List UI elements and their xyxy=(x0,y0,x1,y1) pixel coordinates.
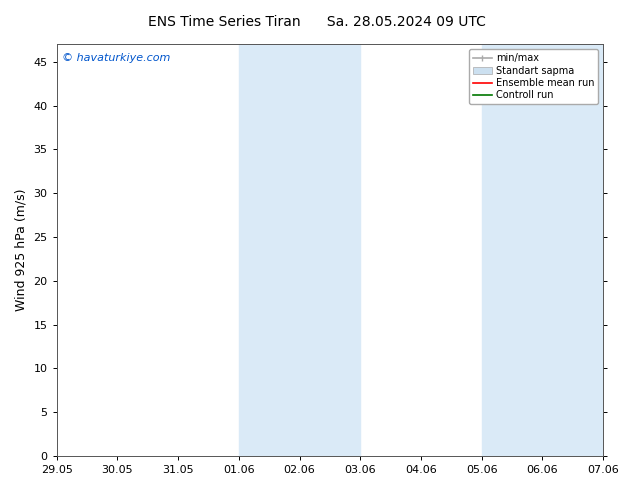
Text: © havaturkiye.com: © havaturkiye.com xyxy=(62,52,171,63)
Legend: min/max, Standart sapma, Ensemble mean run, Controll run: min/max, Standart sapma, Ensemble mean r… xyxy=(469,49,598,104)
Bar xyxy=(239,45,360,456)
Y-axis label: Wind 925 hPa (m/s): Wind 925 hPa (m/s) xyxy=(15,189,28,312)
Text: ENS Time Series Tiran      Sa. 28.05.2024 09 UTC: ENS Time Series Tiran Sa. 28.05.2024 09 … xyxy=(148,15,486,29)
Bar xyxy=(482,45,603,456)
